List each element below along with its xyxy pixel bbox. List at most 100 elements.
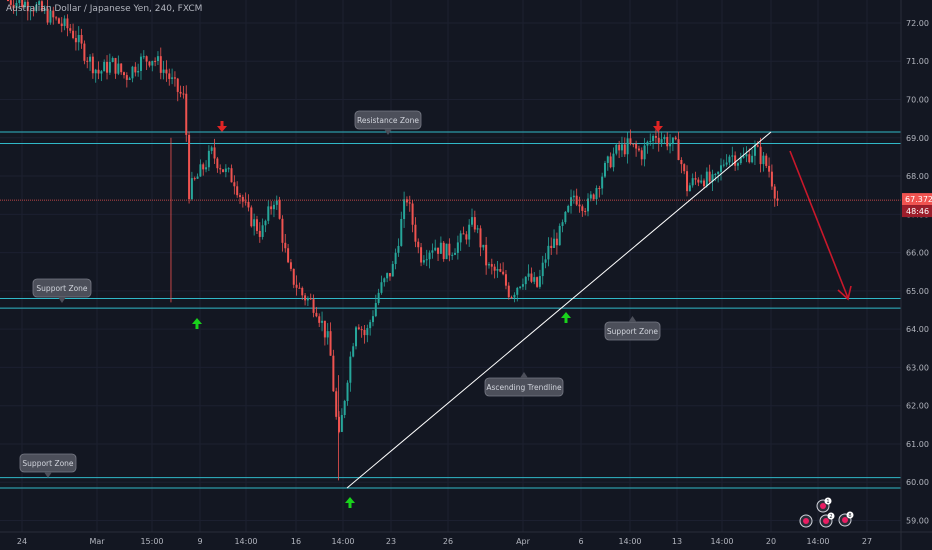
arrow-head (192, 318, 202, 324)
x-tick-label: 27 (862, 537, 872, 546)
candle-body (640, 150, 643, 160)
x-tick-label: 13 (672, 537, 682, 546)
candle-body (405, 199, 408, 203)
candle-body (711, 174, 714, 182)
candle-body (683, 164, 686, 172)
candle-body (601, 176, 604, 189)
candle-body (363, 329, 366, 336)
candle-body (686, 171, 689, 192)
candle-body (323, 320, 326, 338)
candle-body (482, 244, 485, 248)
candle-body (584, 210, 587, 212)
candle-body (100, 71, 103, 74)
x-tick-label: 20 (766, 537, 776, 546)
candle-body (9, 0, 12, 5)
candle-body (120, 63, 123, 73)
candle-body (89, 56, 92, 62)
arrow-down-icon (653, 121, 663, 132)
candle-body (564, 211, 567, 223)
candle-body (722, 164, 725, 166)
candle-body (578, 204, 581, 207)
candle-body (510, 297, 513, 299)
candle-body (108, 61, 111, 73)
candle-body (425, 259, 428, 261)
x-tick-label: 16 (291, 537, 301, 546)
candle-body (329, 331, 332, 356)
arrow-shaft (195, 324, 199, 329)
candle-body (770, 171, 773, 187)
candle-body (32, 10, 35, 12)
chart-title: Australian Dollar / Japanese Yen, 240, F… (6, 4, 203, 14)
candle-body (493, 266, 496, 271)
candle-body (666, 136, 669, 147)
candle-body (171, 77, 174, 79)
candle-body (278, 200, 281, 219)
candle-body (468, 224, 471, 240)
candle-body (159, 56, 162, 73)
arrow-up-icon (192, 318, 202, 329)
candle-body (295, 284, 298, 288)
candle-body (612, 153, 615, 168)
candle-body (21, 0, 24, 7)
x-tick-label: Apr (516, 537, 531, 546)
candle-body (411, 203, 414, 225)
candle-body (40, 1, 43, 11)
candle-body (193, 178, 196, 180)
markers: 1 2 8 (192, 121, 854, 528)
candle-body (352, 346, 355, 357)
callout: Resistance Zone (354, 110, 422, 135)
candle-body (304, 295, 307, 301)
candle-body (306, 298, 309, 301)
candle-body (222, 169, 225, 172)
candle-body (680, 160, 683, 165)
candle-body (719, 165, 722, 172)
candle-body (530, 273, 533, 282)
candle-body (55, 17, 58, 19)
candle-body (671, 137, 674, 144)
candle-body (615, 144, 618, 154)
candle-body (185, 93, 188, 135)
y-tick-label: 61.00 (906, 440, 929, 449)
candle-body (176, 78, 179, 92)
candle-body (445, 243, 448, 259)
candle-body (499, 269, 502, 272)
y-tick-label: 70.00 (906, 96, 929, 105)
candle-body (72, 30, 75, 39)
candle-body (694, 178, 697, 180)
candle-body (479, 228, 482, 248)
candle-body (691, 178, 694, 186)
callout-label: Support Zone (607, 327, 659, 336)
candle-body (736, 163, 739, 166)
candle-body (250, 207, 253, 227)
x-tick-label: 14:00 (331, 537, 354, 546)
candle-body (148, 61, 151, 66)
badge-count: 2 (829, 514, 832, 520)
candle-body (205, 167, 208, 170)
arrow-head (653, 126, 663, 132)
candle-body (173, 77, 176, 79)
candle-body (275, 200, 278, 205)
candle-body (745, 154, 748, 157)
candle-body (74, 38, 77, 43)
candle-body (643, 145, 646, 160)
candle-body (233, 182, 236, 187)
candle-body (567, 205, 570, 212)
candle-body (162, 69, 165, 73)
candle-body (253, 219, 256, 227)
candle-body (343, 400, 346, 416)
candle-body (524, 276, 527, 285)
arrow-shaft (348, 503, 352, 508)
candle-body (705, 171, 708, 187)
candle-body (654, 136, 657, 138)
candle-body (255, 219, 258, 231)
candle-body (751, 155, 754, 163)
candle-body (86, 60, 89, 62)
candle-body (533, 277, 536, 282)
candle-body (753, 145, 756, 156)
candle-body (139, 56, 142, 71)
candle-body (94, 69, 97, 74)
callout: Support Zone (19, 453, 77, 478)
candle-body (451, 254, 454, 256)
candle-body (756, 145, 759, 147)
